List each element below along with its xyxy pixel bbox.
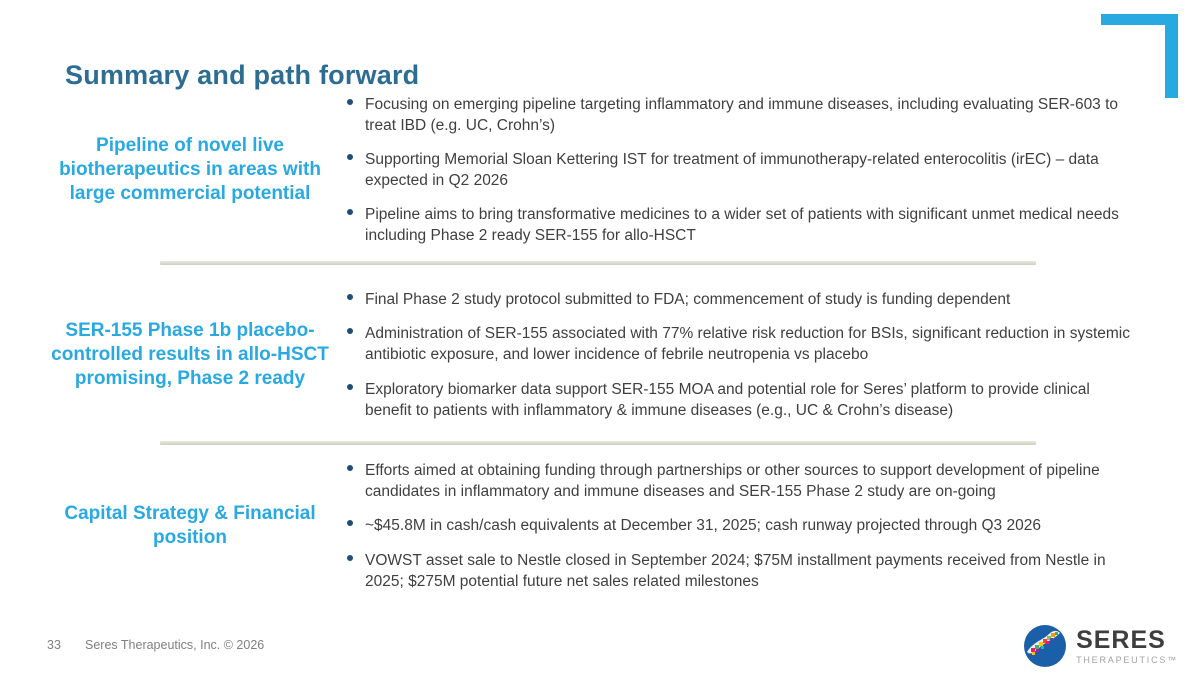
bullet-item: VOWST asset sale to Nestle closed in Sep… — [346, 550, 1138, 592]
section-heading: SER-155 Phase 1b placebo-controlled resu… — [51, 319, 329, 390]
slide-title: Summary and path forward — [65, 60, 420, 91]
seres-logo-icon — [1024, 625, 1067, 667]
bullet-text: VOWST asset sale to Nestle closed in Sep… — [365, 551, 1106, 590]
bullet-item: Focusing on emerging pipeline targeting … — [346, 94, 1138, 136]
section-heading: Capital Strategy & Financial position — [64, 502, 316, 548]
bullet-list: Final Phase 2 study protocol submitted t… — [346, 289, 1138, 420]
section-divider — [160, 261, 1036, 265]
copyright-text: Seres Therapeutics, Inc. © 2026 — [85, 638, 265, 652]
bullet-item: Exploratory biomarker data support SER-1… — [346, 379, 1138, 421]
bullet-dot-icon — [347, 383, 353, 390]
bullet-dot-icon — [347, 209, 353, 216]
bullet-text: Pipeline aims to bring transformative me… — [365, 206, 1119, 245]
bullet-dot-icon — [347, 98, 353, 105]
bullet-item: Pipeline aims to bring transformative me… — [346, 204, 1138, 246]
section-pipeline: Pipeline of novel live biotherapeutics i… — [0, 90, 1200, 250]
bullet-text: Exploratory biomarker data support SER-1… — [365, 380, 1090, 419]
logo-subtext: THERAPEUTICS™ — [1076, 654, 1178, 665]
bullet-dot-icon — [347, 328, 353, 335]
page-number: 33 — [47, 638, 61, 652]
bullet-text: Administration of SER-155 associated wit… — [365, 325, 1131, 364]
logo-name: SERES — [1076, 625, 1166, 654]
seres-logo-text: SERES THERAPEUTICS™ — [1076, 625, 1178, 665]
bullet-item: Efforts aimed at obtaining funding throu… — [346, 460, 1138, 502]
bullet-item: Administration of SER-155 associated wit… — [346, 323, 1138, 365]
bullet-text: ~$45.8M in cash/cash equivalents at Dece… — [365, 517, 1041, 535]
bullet-dot-icon — [347, 554, 353, 561]
corner-bracket-decoration — [1101, 14, 1178, 98]
bullet-text: Focusing on emerging pipeline targeting … — [365, 95, 1119, 134]
bullet-list: Efforts aimed at obtaining funding throu… — [346, 460, 1138, 591]
bullet-text: Final Phase 2 study protocol submitted t… — [365, 291, 1011, 309]
bullet-item: ~$45.8M in cash/cash equivalents at Dece… — [346, 515, 1138, 536]
bullet-dot-icon — [347, 465, 353, 472]
slide-footer: 33 Seres Therapeutics, Inc. © 2026 — [47, 638, 264, 652]
bullet-dot-icon — [347, 153, 353, 160]
section-heading: Pipeline of novel live biotherapeutics i… — [59, 134, 321, 205]
section-capital: Capital Strategy & Financial position Ef… — [0, 452, 1200, 600]
bullet-dot-icon — [347, 294, 353, 301]
seres-logo: SERES THERAPEUTICS™ — [1023, 624, 1178, 668]
section-ser155: SER-155 Phase 1b placebo-controlled resu… — [0, 284, 1200, 426]
bullet-item: Final Phase 2 study protocol submitted t… — [346, 289, 1138, 310]
bullet-text: Efforts aimed at obtaining funding throu… — [365, 462, 1100, 501]
bullet-text: Supporting Memorial Sloan Kettering IST … — [365, 150, 1099, 189]
bullet-list: Focusing on emerging pipeline targeting … — [346, 94, 1138, 246]
bullet-dot-icon — [347, 520, 353, 527]
section-divider — [160, 441, 1036, 445]
bullet-item: Supporting Memorial Sloan Kettering IST … — [346, 149, 1138, 191]
